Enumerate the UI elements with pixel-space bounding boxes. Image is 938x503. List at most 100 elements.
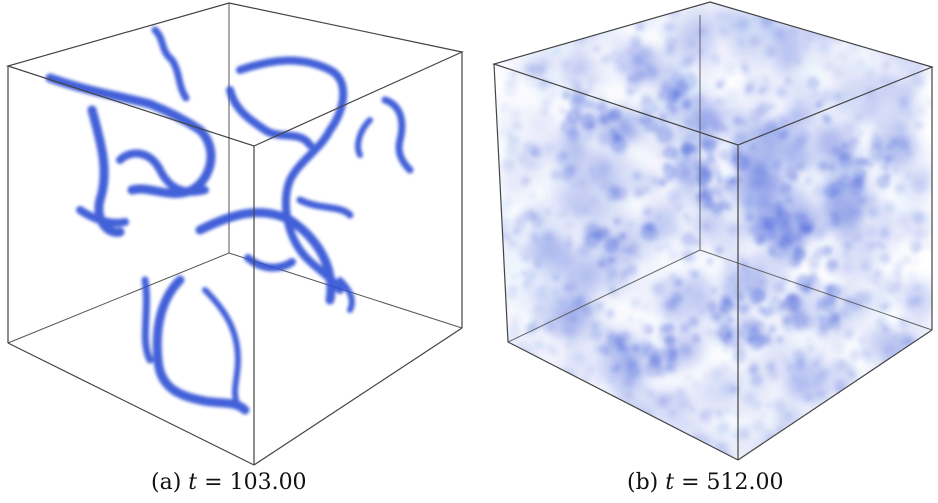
density-blob (698, 124, 706, 132)
density-blob (519, 11, 532, 24)
density-blob (718, 199, 730, 211)
density-blob (883, 201, 895, 213)
density-blob (838, 306, 851, 319)
caption-equals: = (681, 470, 700, 495)
density-blob (714, 246, 724, 255)
density-blob (553, 274, 559, 280)
density-blob (633, 187, 644, 198)
density-blob (848, 136, 860, 147)
density-blob (693, 92, 706, 105)
density-blob (726, 154, 737, 165)
density-blob (797, 446, 803, 452)
density-blob (557, 298, 565, 306)
density-blob (772, 398, 786, 413)
density-blob (495, 32, 507, 44)
density-blob (724, 334, 739, 350)
density-blob (523, 430, 565, 460)
density-blob (843, 120, 858, 135)
density-blob (698, 425, 703, 430)
density-blob (925, 242, 932, 249)
density-blob (784, 195, 793, 205)
density-blob (584, 99, 596, 110)
density-blob (678, 434, 690, 447)
density-blob (893, 352, 912, 371)
density-blob (784, 166, 798, 180)
density-blob (732, 430, 742, 440)
density-blob (672, 227, 680, 235)
density-blob (679, 450, 684, 455)
density-blob (585, 132, 594, 141)
density-blob (511, 283, 519, 291)
density-blob (668, 393, 675, 400)
density-blob (893, 269, 903, 280)
density-blob (657, 246, 662, 251)
density-blob (566, 233, 574, 241)
density-blob (866, 161, 874, 169)
density-blob (512, 274, 519, 281)
density-blob (732, 349, 747, 364)
density-blob (723, 40, 742, 59)
caption-label: (a) (151, 470, 182, 495)
density-blob (771, 453, 779, 460)
density-blob (812, 457, 818, 460)
density-blob (914, 284, 921, 291)
density-blob (647, 389, 655, 397)
density-blob (703, 371, 710, 378)
density-blob (697, 433, 702, 438)
density-blob (710, 366, 724, 380)
density-blob (594, 301, 605, 312)
density-blob (793, 185, 815, 208)
density-blob (636, 70, 647, 82)
density-blob (833, 92, 842, 101)
density-blob (614, 420, 620, 426)
density-blob (575, 453, 585, 460)
density-blob (507, 23, 516, 32)
density-blob (910, 51, 917, 59)
density-blob (854, 210, 864, 220)
density-blob (898, 34, 903, 38)
density-blob (494, 7, 529, 53)
density-blob (808, 2, 851, 37)
density-blob (722, 126, 729, 133)
density-blob (566, 11, 584, 30)
density-blob (725, 407, 730, 412)
density-blob (505, 145, 517, 156)
density-blob (766, 155, 770, 160)
density-blob (686, 375, 692, 381)
density-blob (822, 451, 834, 460)
density-blob (837, 20, 845, 28)
density-blob (806, 344, 814, 352)
density-blob (622, 124, 636, 139)
density-blob (716, 420, 730, 434)
density-blob (800, 154, 806, 160)
density-blob (900, 321, 908, 329)
density-blob (795, 100, 801, 107)
density-blob (759, 225, 778, 243)
density-blob (854, 439, 859, 444)
density-blob (848, 179, 865, 196)
density-blob (894, 412, 932, 457)
density-blob (691, 333, 701, 344)
density-blob (856, 156, 867, 167)
density-blob (768, 102, 776, 111)
density-blob (905, 433, 917, 445)
density-blob (739, 261, 750, 272)
density-blob (867, 144, 885, 162)
density-blob (837, 386, 842, 391)
density-blob (511, 227, 521, 237)
density-blob (643, 344, 659, 360)
density-blob (745, 302, 753, 310)
density-blob (796, 377, 811, 391)
density-blob (522, 255, 530, 263)
density-blob (631, 52, 642, 63)
density-blob (643, 186, 650, 194)
density-blob (704, 327, 715, 339)
density-blob (693, 381, 699, 387)
density-blob (632, 251, 641, 260)
density-blob (785, 457, 791, 460)
density-blob (527, 395, 555, 423)
density-blob (516, 397, 534, 414)
density-blob (571, 88, 587, 104)
density-blob (598, 397, 605, 404)
density-blob (793, 212, 804, 223)
